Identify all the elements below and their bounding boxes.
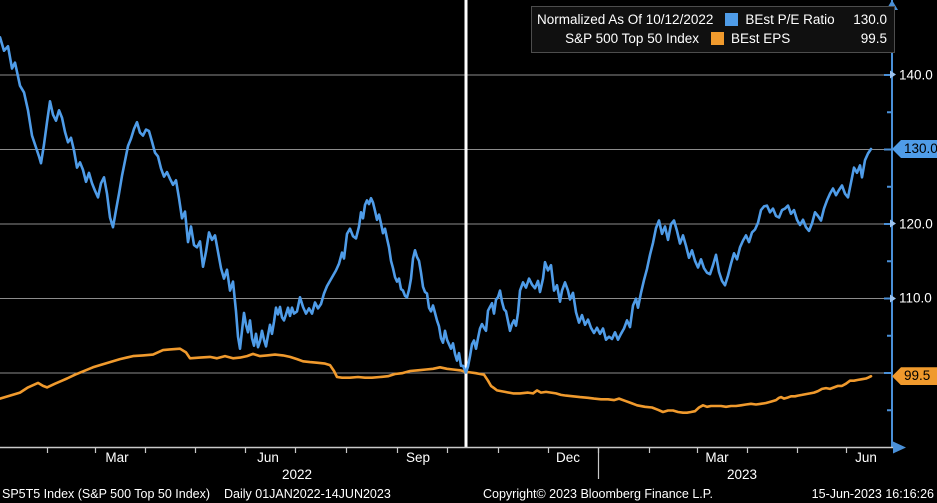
- y-axis-badge-99-5: 99.5: [892, 367, 937, 386]
- y-axis-label-110-0: 110.0: [890, 290, 932, 306]
- x-axis-month-label-jun: Jun: [855, 450, 877, 465]
- series-line-best-p-e-ratio: [0, 35, 873, 374]
- series-line-best-eps: [0, 347, 873, 415]
- legend-row-pe: Normalized As Of 10/12/2022 BEst P/E Rat…: [537, 10, 887, 29]
- legend-panel[interactable]: Normalized As Of 10/12/2022 BEst P/E Rat…: [531, 6, 895, 53]
- x-axis-arrow-icon: [893, 441, 906, 454]
- eps-value: 99.5: [860, 31, 887, 46]
- footer-bar: SP5T5 Index (S&P 500 Top 50 Index) Daily …: [0, 485, 937, 501]
- y-axis-badge-130-0: 130.0: [892, 140, 937, 158]
- eps-label[interactable]: BEst EPS: [731, 31, 791, 46]
- x-axis-month-label-sep: Sep: [405, 450, 431, 465]
- legend-row-eps: S&P 500 Top 50 Index BEst EPS 99.5: [537, 29, 887, 48]
- eps-swatch-icon: [711, 32, 724, 45]
- legend-index-text: S&P 500 Top 50 Index: [565, 31, 699, 46]
- x-axis-year-label-2023: 2023: [726, 467, 758, 482]
- x-axis-month-label-jun: Jun: [257, 450, 279, 465]
- pe-ratio-swatch-icon: [725, 13, 739, 26]
- y-axis-label-120-0: 120.0: [890, 216, 933, 231]
- pe-ratio-value: 130.0: [853, 12, 887, 27]
- footer-date-range: Daily 01JAN2022-14JUN2023: [224, 487, 391, 501]
- y-axis-label-140-0: 140.0: [890, 67, 933, 82]
- x-axis-month-label-mar: Mar: [705, 450, 729, 465]
- footer-instrument: SP5T5 Index (S&P 500 Top 50 Index) Daily …: [2, 487, 391, 501]
- pe-ratio-label[interactable]: BEst P/E Ratio: [745, 12, 835, 27]
- footer-timestamp: 15-Jun-2023 16:16:26: [811, 487, 934, 501]
- x-axis-month-label-mar: Mar: [105, 450, 129, 465]
- footer-copyright: Copyright© 2023 Bloomberg Finance L.P.: [483, 487, 713, 501]
- x-axis-month-label-dec: Dec: [555, 450, 581, 465]
- footer-ticker: SP5T5 Index (S&P 500 Top 50 Index): [2, 487, 211, 501]
- x-axis-year-label-2022: 2022: [281, 467, 313, 482]
- legend-normalized-text: Normalized As Of 10/12/2022: [537, 12, 714, 27]
